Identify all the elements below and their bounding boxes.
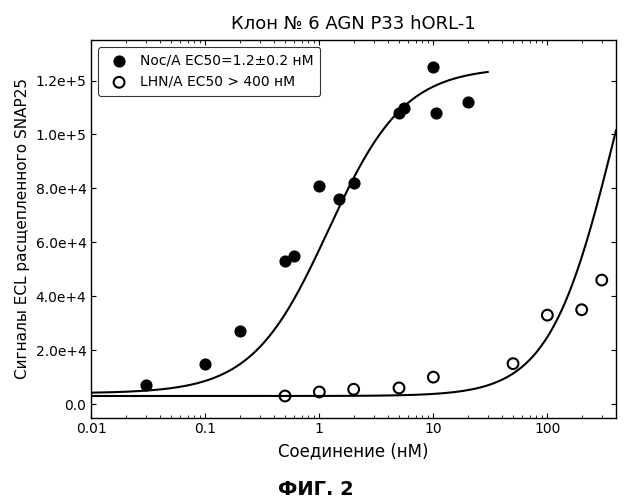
LHN/A EC50 > 400 нМ — [280, 392, 290, 400]
LHN/A EC50 > 400 нМ — [508, 360, 518, 368]
Noc/A EC50=1.2±0.2 нМ — [463, 98, 473, 106]
Y-axis label: Сигналы ECL расщепленного SNAP25: Сигналы ECL расщепленного SNAP25 — [15, 78, 30, 380]
Noc/A EC50=1.2±0.2 нМ — [348, 179, 358, 187]
Text: ФИГ. 2: ФИГ. 2 — [278, 480, 353, 499]
Noc/A EC50=1.2±0.2 нМ — [141, 381, 151, 389]
LHN/A EC50 > 400 нМ — [428, 373, 439, 381]
X-axis label: Соединение (нМ): Соединение (нМ) — [278, 442, 429, 460]
Noc/A EC50=1.2±0.2 нМ — [334, 195, 345, 203]
LHN/A EC50 > 400 нМ — [577, 306, 587, 314]
Noc/A EC50=1.2±0.2 нМ — [314, 182, 324, 190]
Noc/A EC50=1.2±0.2 нМ — [431, 109, 441, 117]
LHN/A EC50 > 400 нМ — [597, 276, 607, 284]
Noc/A EC50=1.2±0.2 нМ — [280, 257, 290, 265]
Noc/A EC50=1.2±0.2 нМ — [428, 63, 439, 71]
Noc/A EC50=1.2±0.2 нМ — [289, 252, 299, 260]
Noc/A EC50=1.2±0.2 нМ — [235, 328, 245, 336]
Noc/A EC50=1.2±0.2 нМ — [200, 360, 210, 368]
Noc/A EC50=1.2±0.2 нМ — [399, 104, 409, 112]
Title: Клон № 6 AGN P33 hORL-1: Клон № 6 AGN P33 hORL-1 — [232, 15, 476, 33]
Noc/A EC50=1.2±0.2 нМ — [394, 109, 404, 117]
LHN/A EC50 > 400 нМ — [314, 388, 324, 396]
Legend: Noc/A EC50=1.2±0.2 нМ, LHN/A EC50 > 400 нМ: Noc/A EC50=1.2±0.2 нМ, LHN/A EC50 > 400 … — [98, 47, 321, 96]
LHN/A EC50 > 400 нМ — [348, 386, 358, 394]
LHN/A EC50 > 400 нМ — [542, 311, 552, 319]
LHN/A EC50 > 400 нМ — [394, 384, 404, 392]
